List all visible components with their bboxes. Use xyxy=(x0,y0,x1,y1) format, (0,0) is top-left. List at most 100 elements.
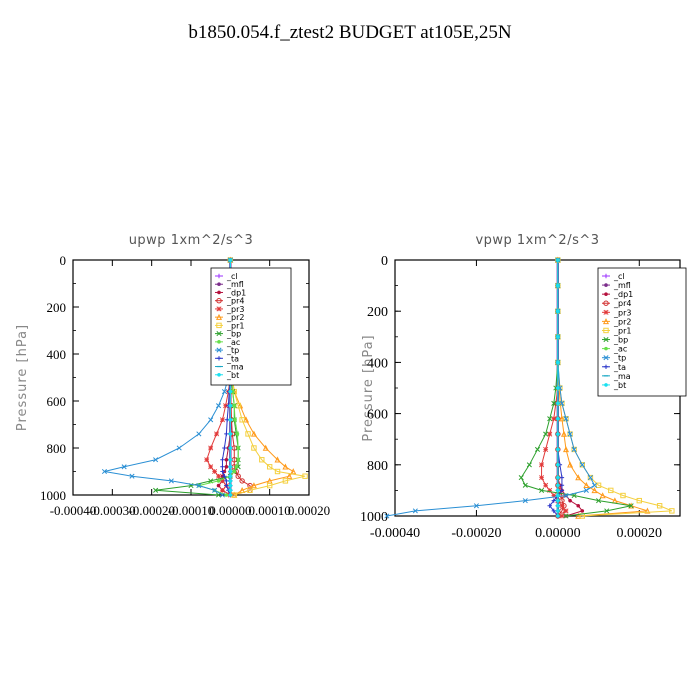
data-point xyxy=(250,482,257,489)
legend-entry: _pr3 xyxy=(226,305,244,314)
data-point xyxy=(669,508,675,514)
y-tick-label: 400 xyxy=(47,347,67,362)
legend-marker xyxy=(216,297,222,304)
data-point xyxy=(556,360,560,365)
data-point xyxy=(233,418,237,422)
data-point xyxy=(228,465,233,469)
y-tick-label: 200 xyxy=(47,300,67,315)
data-point xyxy=(228,403,233,408)
data-point xyxy=(228,483,233,488)
data-point xyxy=(534,446,541,452)
data-point xyxy=(224,431,229,437)
data-point xyxy=(551,493,557,499)
data-point xyxy=(591,487,598,494)
data-point xyxy=(153,487,159,493)
data-point xyxy=(580,509,585,513)
data-point xyxy=(216,479,221,483)
data-point xyxy=(556,432,560,436)
data-point xyxy=(235,473,241,479)
data-point xyxy=(219,492,226,498)
legend-marker xyxy=(603,336,609,343)
data-point xyxy=(208,464,214,470)
data-point xyxy=(522,482,528,488)
x-tick-label: -0.00040 xyxy=(370,526,420,541)
legend-entry: _pr4 xyxy=(613,299,631,308)
data-point xyxy=(551,416,557,422)
data-point xyxy=(547,487,553,493)
data-point xyxy=(543,431,549,437)
data-point xyxy=(228,469,233,474)
data-point xyxy=(221,389,227,395)
data-point xyxy=(235,432,240,436)
legend-marker xyxy=(604,283,608,287)
legend-marker xyxy=(603,327,609,334)
data-point xyxy=(543,482,549,488)
data-point xyxy=(583,487,589,493)
data-point xyxy=(547,416,553,422)
y-tick-label: 800 xyxy=(47,441,67,456)
x-tick-label: -0.00020 xyxy=(128,503,175,518)
data-point xyxy=(587,475,593,481)
data-point xyxy=(224,483,229,488)
data-point xyxy=(556,493,560,498)
data-point xyxy=(412,508,418,514)
legend-entry: _pr2 xyxy=(613,317,631,326)
data-point xyxy=(259,457,265,463)
data-point xyxy=(556,335,560,339)
legend-entry: _pr2 xyxy=(226,313,244,322)
data-point xyxy=(219,487,225,493)
data-point xyxy=(559,483,565,488)
legend-marker xyxy=(217,290,221,295)
data-point xyxy=(228,457,233,462)
data-point xyxy=(282,478,289,484)
data-point xyxy=(228,418,233,422)
data-point xyxy=(215,403,222,409)
x-tick-label: 0.00000 xyxy=(535,526,581,541)
data-point xyxy=(560,430,567,437)
chart-title: upwp 1xm^2/s^3 xyxy=(129,233,254,248)
data-point xyxy=(251,445,257,451)
legend-entry: _ma xyxy=(613,372,631,381)
data-point xyxy=(245,431,251,437)
data-point xyxy=(222,474,227,479)
data-point xyxy=(228,474,233,479)
x-tick-label: -0.00020 xyxy=(451,526,501,541)
data-point xyxy=(599,492,606,499)
data-point xyxy=(222,445,227,451)
data-point xyxy=(556,475,560,480)
data-point xyxy=(595,482,602,488)
data-point xyxy=(656,503,663,509)
legend-entry: _bt xyxy=(226,371,239,380)
y-tick-label: 1000 xyxy=(40,488,66,503)
data-point xyxy=(539,475,545,481)
y-tick-label: 0 xyxy=(60,253,67,268)
data-point xyxy=(556,503,560,508)
data-point xyxy=(121,464,127,470)
data-point xyxy=(247,487,253,494)
data-point xyxy=(575,512,582,519)
data-point xyxy=(232,469,237,474)
data-point xyxy=(556,283,560,288)
legend-entry: _ma xyxy=(226,363,244,372)
legend-entry: _tp xyxy=(613,354,626,363)
data-point xyxy=(556,416,560,421)
series-bt xyxy=(556,258,560,518)
data-point xyxy=(556,483,560,488)
data-point xyxy=(101,468,108,475)
y-tick-label: 200 xyxy=(367,305,388,320)
data-point xyxy=(224,457,229,462)
y-tick-label: 0 xyxy=(381,254,388,269)
x-tick-label: 0.00020 xyxy=(617,526,663,541)
legend-entry: _cl xyxy=(613,272,625,281)
data-point xyxy=(220,464,225,469)
y-tick-label: 1000 xyxy=(360,510,388,525)
series-pr3 xyxy=(539,257,569,519)
data-point xyxy=(608,487,614,494)
data-point xyxy=(302,473,308,479)
data-point xyxy=(579,462,585,468)
data-point xyxy=(556,514,560,518)
legend-entry: _ta xyxy=(613,363,626,372)
y-axis-label: Pressure [hPa] xyxy=(15,324,30,431)
legend-box xyxy=(597,267,687,397)
data-point xyxy=(628,503,634,509)
